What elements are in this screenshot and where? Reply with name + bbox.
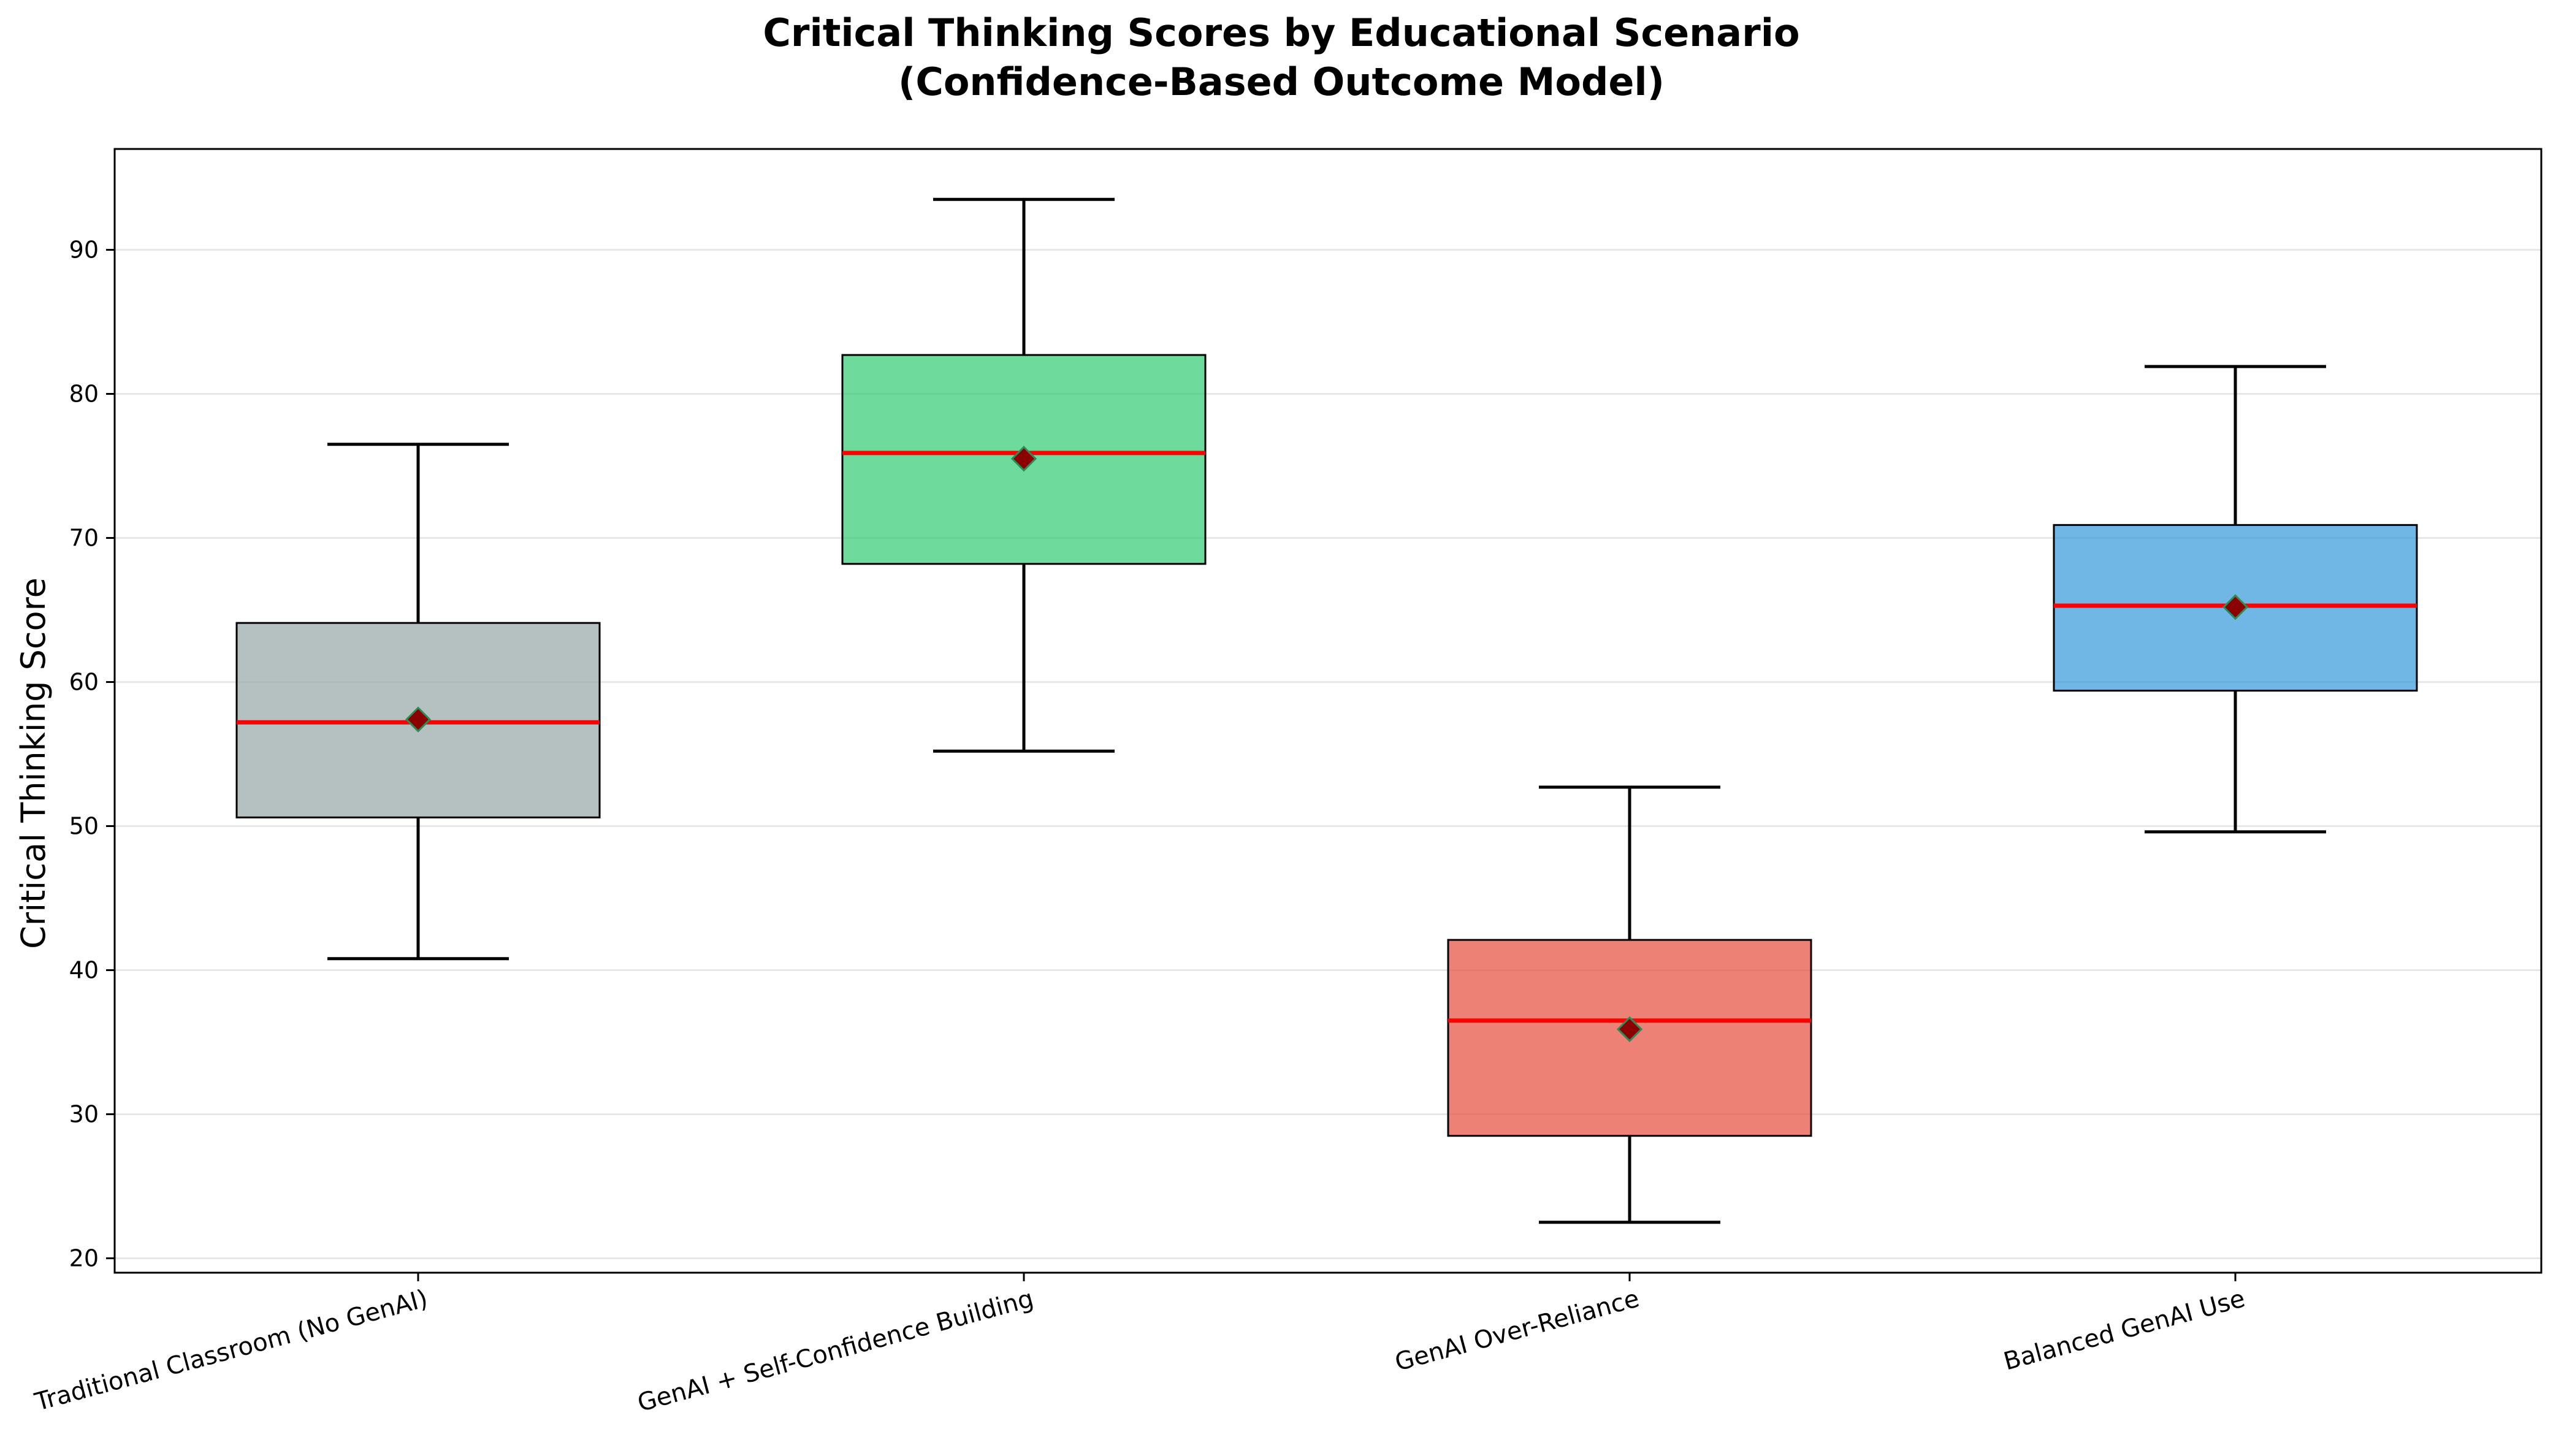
mean-marker bbox=[405, 706, 432, 733]
mean-marker bbox=[2222, 594, 2249, 620]
y-tick-label: 80 bbox=[69, 381, 99, 408]
chart-title: Critical Thinking Scores by Educational … bbox=[763, 10, 1799, 55]
chart-subtitle: (Confidence-Based Outcome Model) bbox=[898, 59, 1665, 104]
y-tick-label: 20 bbox=[69, 1245, 99, 1272]
y-tick-label: 60 bbox=[69, 669, 99, 696]
y-axis-ticks: 20 30 40 50 60 70 80 90 bbox=[69, 237, 115, 1272]
box-group bbox=[1447, 785, 1812, 1224]
box-group bbox=[235, 443, 601, 961]
y-axis-label: Critical Thinking Score bbox=[14, 577, 53, 949]
y-tick-label: 70 bbox=[69, 525, 99, 552]
y-tick-label: 90 bbox=[69, 237, 99, 264]
y-tick-label: 50 bbox=[69, 813, 99, 840]
box-group bbox=[841, 197, 1207, 753]
grid-layer bbox=[115, 249, 2541, 1259]
y-tick-label: 30 bbox=[69, 1101, 99, 1128]
mean-marker bbox=[1010, 446, 1037, 472]
y-tick-label: 40 bbox=[69, 957, 99, 984]
plot-frame bbox=[113, 148, 2543, 1274]
box-group bbox=[2053, 365, 2418, 834]
box-layer bbox=[235, 197, 2418, 1224]
mean-marker bbox=[1616, 1016, 1643, 1042]
